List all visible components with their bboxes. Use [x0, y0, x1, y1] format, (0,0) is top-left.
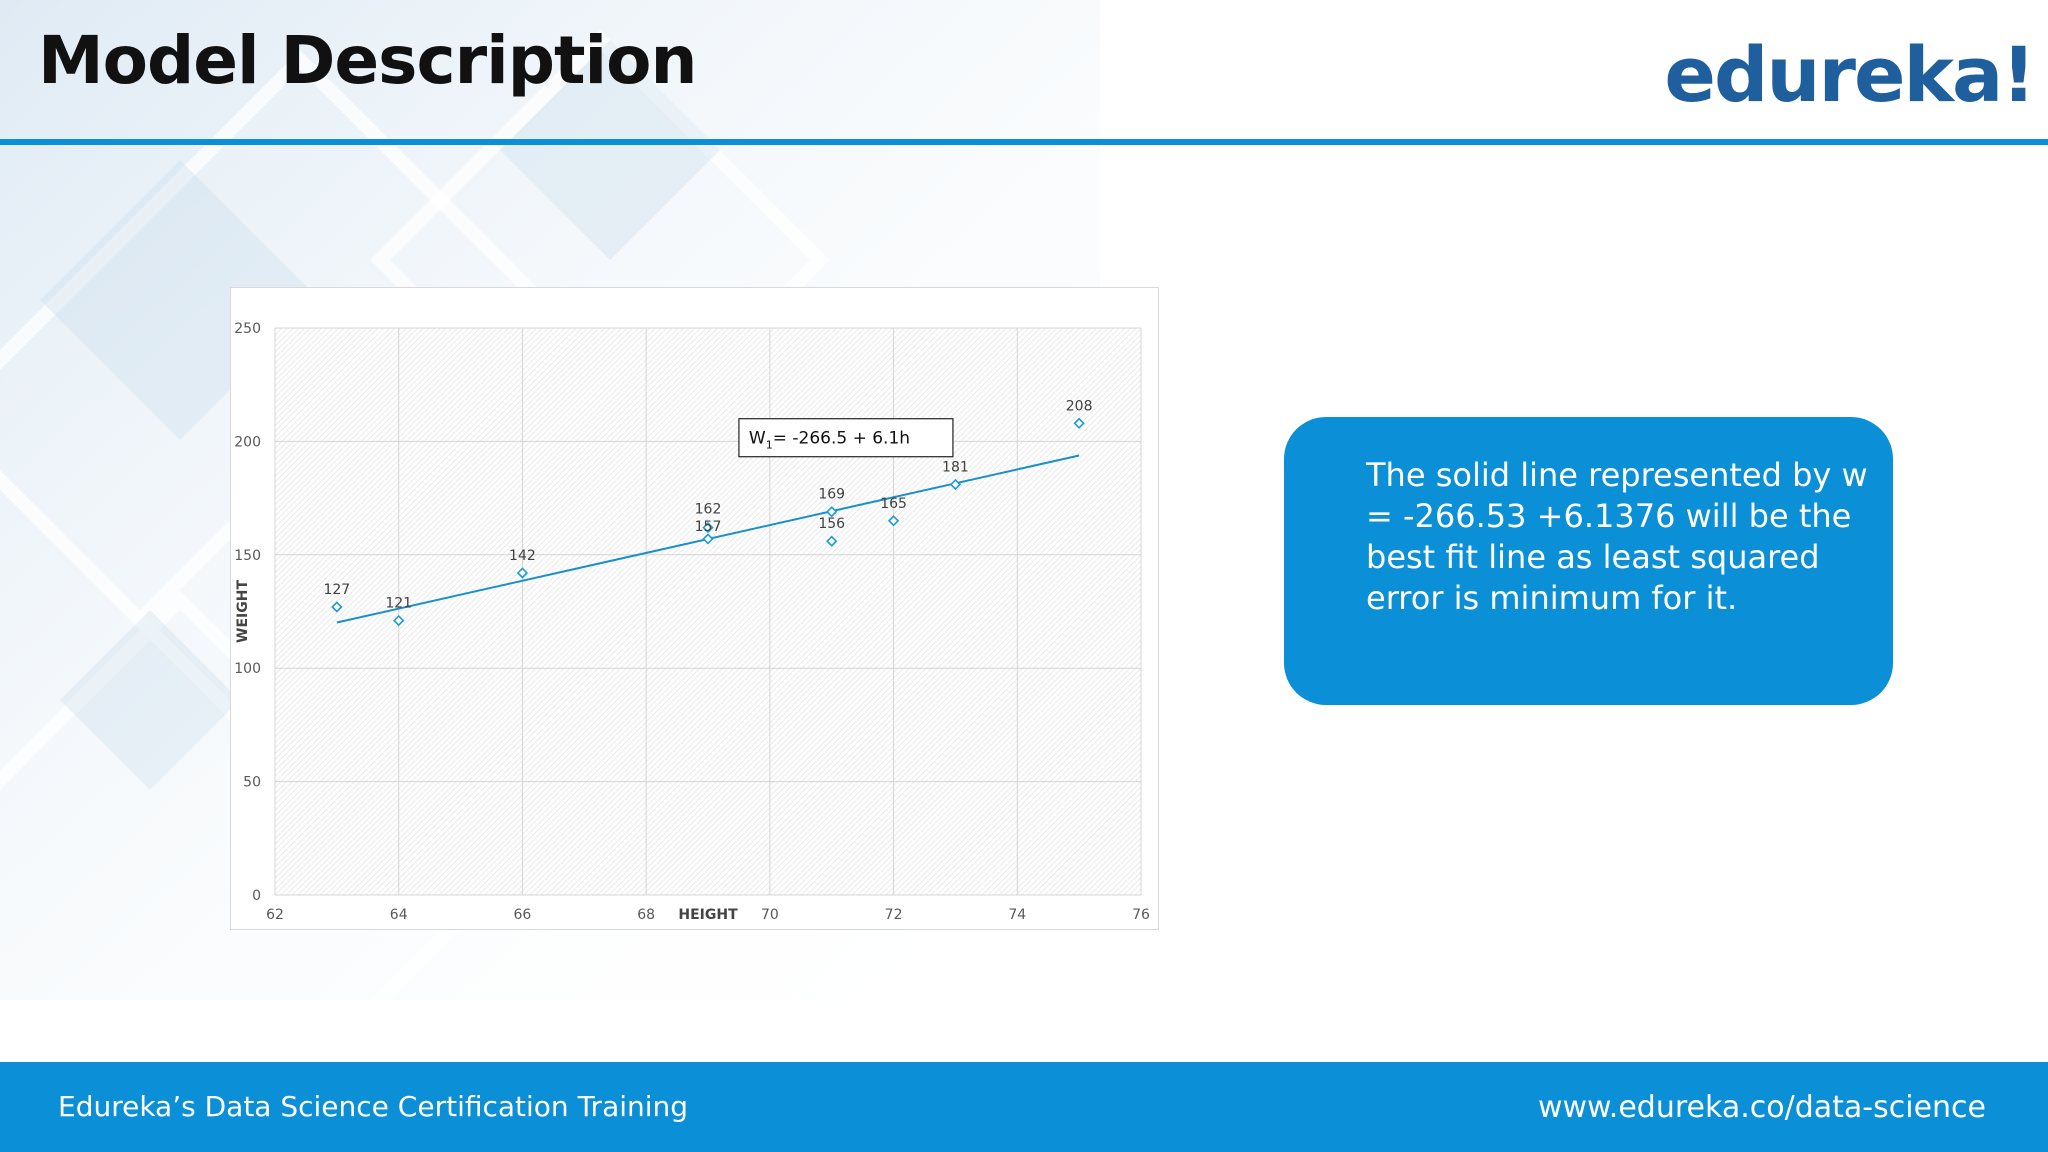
- equation-subscript: 1: [766, 439, 773, 452]
- explanation-callout: The solid line represented by w = -266.5…: [1284, 417, 1893, 705]
- data-label: 208: [1066, 398, 1093, 414]
- y-axis-label: WEIGHT: [235, 580, 251, 643]
- y-tick-label: 250: [234, 321, 261, 337]
- x-tick-label: 74: [1008, 907, 1026, 923]
- data-label: 162: [695, 502, 722, 518]
- y-tick-label: 0: [252, 888, 261, 904]
- data-label: 127: [323, 582, 350, 598]
- x-tick-label: 64: [390, 907, 408, 923]
- equation-box: W1= -266.5 + 6.1h: [738, 418, 954, 458]
- data-label: 181: [942, 459, 969, 475]
- data-point-marker: [1073, 417, 1085, 429]
- footer-course-title: Edureka’s Data Science Certification Tra…: [58, 1090, 689, 1123]
- data-point-marker: [702, 521, 714, 534]
- data-points: [331, 417, 1085, 627]
- scatter-chart-panel: 62 64 66 68 70 72 74 76 0 50 100 150 200 250 HEIGHT W…: [230, 287, 1159, 930]
- y-tick-label: 50: [243, 775, 261, 791]
- data-label: 157: [695, 519, 722, 535]
- x-tick-label: 70: [761, 907, 779, 923]
- data-point-marker: [826, 535, 838, 547]
- grid-lines: [274, 327, 1142, 896]
- data-label: 121: [385, 596, 412, 612]
- equation-prefix: W: [749, 429, 766, 449]
- x-tick-label: 62: [266, 907, 284, 923]
- y-tick-label: 200: [234, 434, 261, 450]
- data-point-marker: [331, 601, 343, 613]
- x-tick-label: 68: [637, 907, 655, 923]
- y-tick-label: 150: [234, 548, 261, 564]
- slide-header: Model Description edureka!: [0, 0, 2048, 146]
- data-point-marker: [516, 567, 529, 579]
- callout-text: The solid line represented by w = -266.5…: [1366, 456, 1868, 617]
- x-tick-label: 66: [514, 907, 532, 923]
- axis-ticks: 62 64 66 68 70 72 74 76 0 50 100 150 200 250: [234, 321, 1150, 923]
- data-point-marker: [887, 515, 900, 527]
- equation-body: = -266.5 + 6.1h: [773, 429, 910, 449]
- x-axis-label: HEIGHT: [678, 907, 738, 923]
- y-tick-label: 100: [234, 661, 261, 677]
- edureka-logo: edureka!: [1664, 30, 2036, 119]
- x-tick-label: 76: [1132, 907, 1150, 923]
- data-point-marker: [702, 533, 714, 545]
- footer-website-link[interactable]: www.edureka.co/data-science: [1537, 1090, 1986, 1125]
- equation-text: W1= -266.5 + 6.1h: [749, 429, 910, 452]
- slide-footer: Edureka’s Data Science Certification Tra…: [0, 1062, 2048, 1152]
- x-tick-label: 72: [885, 907, 903, 923]
- data-label: 142: [509, 548, 536, 564]
- data-point-marker: [393, 614, 405, 627]
- header-divider: [0, 139, 2048, 145]
- data-label: 165: [880, 496, 907, 512]
- scatter-chart: 62 64 66 68 70 72 74 76 0 50 100 150 200 250 HEIGHT W…: [234, 321, 1150, 923]
- data-label: 169: [818, 487, 845, 503]
- equation-box-frame: [738, 418, 954, 458]
- data-point-marker: [826, 506, 838, 518]
- data-point-marker: [949, 478, 962, 491]
- data-label: 156: [818, 516, 845, 532]
- plot-area: [275, 328, 1141, 895]
- slide-title: Model Description: [38, 22, 698, 99]
